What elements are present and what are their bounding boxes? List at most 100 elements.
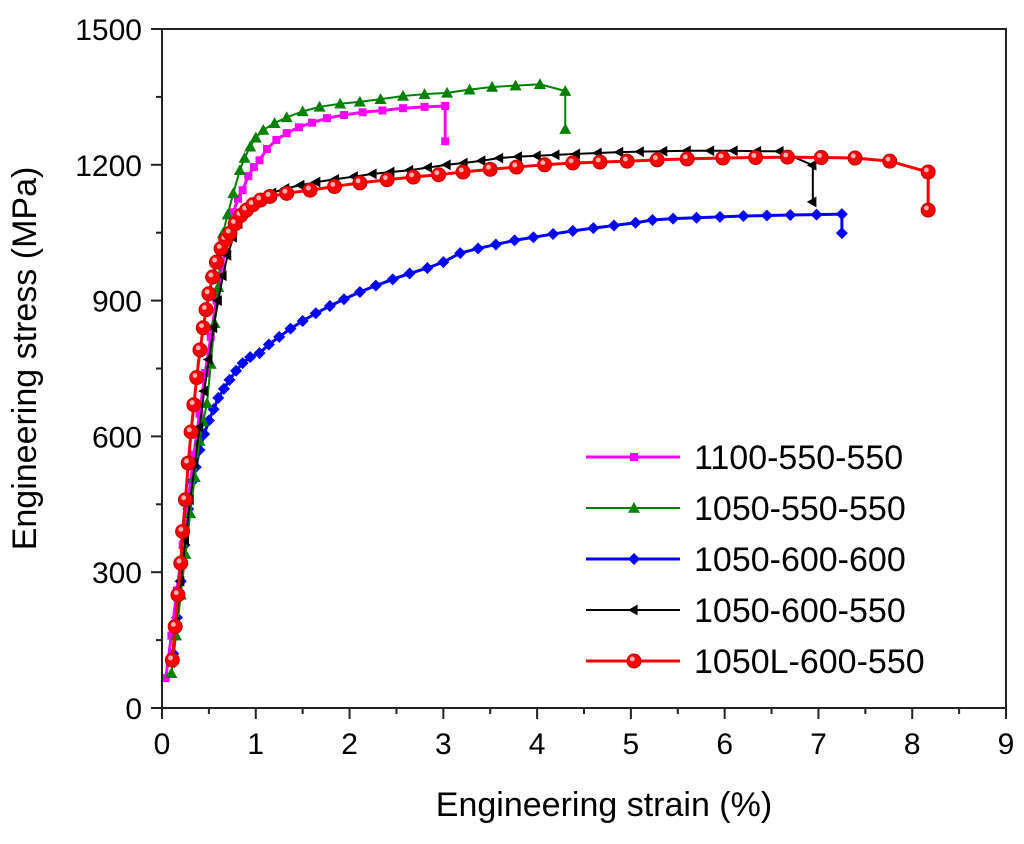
data-point xyxy=(212,295,222,306)
data-point xyxy=(835,208,848,221)
legend-label: 1050-600-550 xyxy=(694,592,906,630)
data-point xyxy=(420,102,429,111)
x-tick-label: 8 xyxy=(904,728,921,761)
y-tick-label: 900 xyxy=(92,286,142,319)
data-point xyxy=(508,234,521,247)
marker-highlight xyxy=(512,162,518,168)
marker-highlight xyxy=(305,185,311,191)
legend-item: 1050-600-550 xyxy=(586,592,906,630)
data-point xyxy=(379,172,395,188)
data-point xyxy=(646,214,659,227)
data-point xyxy=(279,185,295,201)
data-point xyxy=(489,238,502,251)
marker-highlight xyxy=(216,243,222,249)
data-point xyxy=(217,382,230,395)
legend-item: 1100-550-550 xyxy=(586,439,903,477)
data-point xyxy=(294,179,305,191)
series-1050L-600-550 xyxy=(164,149,936,668)
data-point xyxy=(294,123,303,132)
legend-label: 1050-600-600 xyxy=(694,541,906,579)
y-tick-label: 0 xyxy=(125,693,142,726)
data-point xyxy=(608,219,621,232)
data-point xyxy=(323,114,332,123)
data-point xyxy=(760,209,773,222)
marker-highlight xyxy=(248,200,254,205)
legend-marker-icon xyxy=(628,502,640,513)
marker-highlight xyxy=(168,655,174,661)
legend-label: 1100-550-550 xyxy=(694,439,903,477)
data-point xyxy=(369,279,382,292)
data-point xyxy=(282,129,291,138)
data-point xyxy=(509,79,522,91)
data-point xyxy=(587,222,600,235)
marker-highlight xyxy=(195,345,201,351)
data-point xyxy=(690,211,703,224)
data-point xyxy=(257,123,270,135)
data-point xyxy=(431,167,447,183)
data-point xyxy=(454,247,467,260)
data-point xyxy=(715,150,731,166)
marker-highlight xyxy=(178,526,184,532)
data-point xyxy=(296,105,309,117)
data-point xyxy=(309,307,322,320)
data-point xyxy=(206,332,215,341)
marker-highlight xyxy=(170,621,176,627)
data-point xyxy=(253,347,266,360)
x-tick-label: 7 xyxy=(810,728,827,761)
data-point xyxy=(619,153,635,169)
data-point xyxy=(249,163,258,172)
marker-highlight xyxy=(409,172,415,178)
legend-item: 1050L-600-550 xyxy=(586,643,925,681)
data-point xyxy=(189,370,205,386)
x-axis-ticks: 0 1 2 3 4 5 6 7 8 9 xyxy=(154,708,1014,761)
marker-highlight xyxy=(595,157,601,163)
data-point xyxy=(463,83,476,95)
marker-highlight xyxy=(173,590,179,596)
data-point xyxy=(704,145,715,157)
series-line xyxy=(171,212,844,654)
data-point xyxy=(806,196,817,208)
data-point xyxy=(302,182,318,198)
marker-highlight xyxy=(330,181,336,187)
data-point xyxy=(180,455,196,471)
data-point xyxy=(170,587,186,603)
data-point xyxy=(486,80,499,92)
marker-highlight xyxy=(486,164,491,170)
marker-highlight xyxy=(850,153,856,159)
data-point xyxy=(405,169,421,185)
marker-highlight xyxy=(783,152,789,158)
data-point xyxy=(713,210,726,223)
x-tick-label: 6 xyxy=(716,728,733,761)
data-point xyxy=(779,149,795,165)
data-point xyxy=(549,149,560,161)
data-point xyxy=(559,123,572,134)
data-point xyxy=(813,150,829,166)
data-point xyxy=(227,187,240,199)
data-point xyxy=(238,152,251,163)
data-point xyxy=(508,159,524,175)
data-point xyxy=(262,188,278,204)
data-point xyxy=(202,354,213,365)
data-point xyxy=(512,151,522,163)
data-point xyxy=(212,391,225,404)
data-point xyxy=(192,342,208,358)
data-point xyxy=(352,175,368,191)
data-point xyxy=(374,93,387,104)
marker-highlight xyxy=(282,188,288,194)
marker-highlight xyxy=(629,656,635,662)
data-point xyxy=(634,146,644,158)
legend-label: 1050-550-550 xyxy=(694,490,906,528)
data-point xyxy=(195,320,211,336)
legend-marker-icon xyxy=(626,653,642,669)
y-axis-title: Engineering stress (MPa) xyxy=(6,167,44,551)
marker-highlight xyxy=(885,156,891,162)
data-point xyxy=(244,140,257,152)
data-point xyxy=(737,209,750,222)
data-point xyxy=(441,101,450,110)
data-point xyxy=(748,150,764,166)
data-point xyxy=(263,144,272,153)
data-point xyxy=(244,351,257,364)
series-line xyxy=(170,149,814,663)
data-point xyxy=(537,157,553,173)
